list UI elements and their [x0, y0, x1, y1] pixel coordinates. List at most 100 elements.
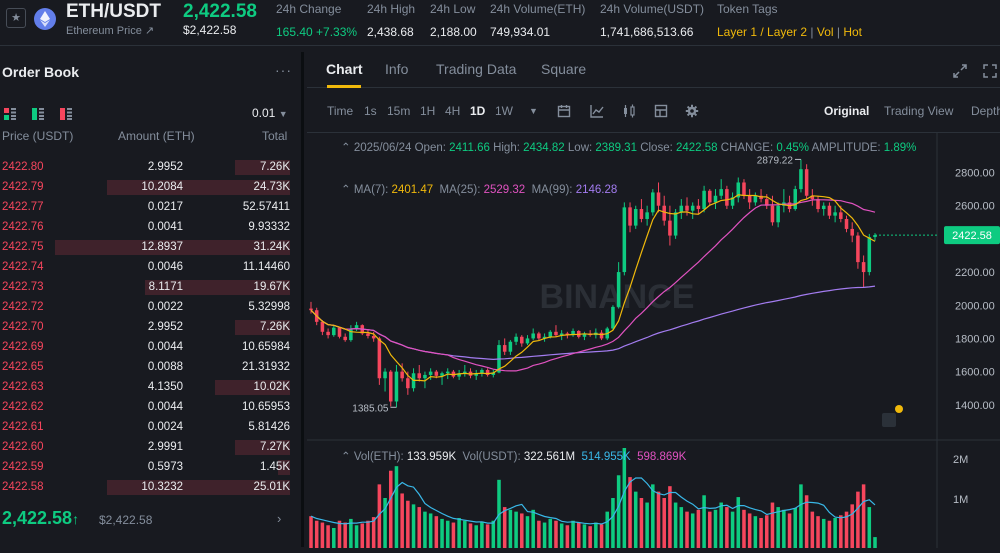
- expand-icon[interactable]: [983, 64, 997, 78]
- volume-ma-line: [310, 477, 876, 525]
- volume-bar: [685, 511, 689, 548]
- pair-symbol[interactable]: ETH/USDT: [66, 1, 161, 22]
- interval-1h[interactable]: 1H: [420, 104, 436, 118]
- ask-row[interactable]: 2422.65 0.0088 21.31932: [0, 357, 294, 377]
- candle-body: [383, 371, 387, 379]
- volume-bar: [576, 522, 581, 548]
- volume-bar: [708, 511, 712, 548]
- tab-info[interactable]: Info: [385, 61, 409, 77]
- stat-value: 749,934.01: [490, 25, 551, 39]
- interval-1s[interactable]: 1s: [364, 104, 377, 118]
- interval-1d[interactable]: 1D: [470, 104, 486, 118]
- both-sides-mode-icon[interactable]: [4, 108, 16, 120]
- view-trading-view[interactable]: Trading View: [884, 104, 954, 118]
- ask-row[interactable]: 2422.79 10.2084 24.73K: [0, 177, 294, 197]
- tag-layer[interactable]: Layer 1 / Layer 2: [717, 25, 808, 39]
- ask-row[interactable]: 2422.70 2.9952 7.26K: [0, 317, 294, 337]
- view-original[interactable]: Original: [824, 104, 870, 118]
- max-price-label: 2879.22: [757, 155, 794, 166]
- pair-fullname-link[interactable]: Ethereum Price ↗: [66, 25, 155, 37]
- layout-icon[interactable]: [654, 104, 668, 118]
- interval-15m[interactable]: 15m: [387, 104, 411, 118]
- ask-row[interactable]: 2422.63 4.1350 10.02K: [0, 377, 294, 397]
- ma99-value: 2146.28: [575, 184, 618, 196]
- ask-row[interactable]: 2422.62 0.0044 10.65953: [0, 397, 294, 417]
- ask-row[interactable]: 2422.60 2.9991 7.27K: [0, 437, 294, 457]
- candle-body: [514, 336, 518, 342]
- chart-panel: Chart Info Trading Data Square Time 1s 1…: [307, 52, 1000, 548]
- last-price-usd: $2,422.58: [183, 23, 237, 37]
- candle-body: [565, 333, 570, 336]
- candle-type-icon[interactable]: [622, 104, 636, 118]
- candle-body: [309, 308, 313, 311]
- ma25-label: MA(25):: [439, 184, 481, 196]
- candle-body: [548, 331, 553, 337]
- candlestick-chart[interactable]: BINANCE1400.001600.001800.002000.002200.…: [307, 133, 1000, 548]
- ask-price: 2422.79: [2, 181, 44, 193]
- ma25-value: 2529.32: [483, 184, 526, 196]
- ohlc-legend: ⌃ 2025/06/24 Open: 2411.66 High: 2434.82…: [341, 140, 931, 156]
- settings-gear-icon[interactable]: [685, 104, 699, 118]
- chevron-down-icon: ▼: [278, 109, 288, 119]
- calendar-icon[interactable]: [557, 104, 571, 118]
- view-depth[interactable]: Depth: [971, 104, 1000, 118]
- interval-1w[interactable]: 1W: [495, 104, 513, 118]
- volume-bar: [833, 518, 837, 548]
- ask-amount: 0.0046: [147, 261, 183, 273]
- tab-square[interactable]: Square: [541, 61, 587, 77]
- volume-bar: [793, 508, 798, 548]
- candle-body: [531, 333, 535, 339]
- candle-body: [856, 235, 860, 263]
- fullscreen-icon[interactable]: [953, 64, 967, 78]
- vol-collapse-chevron-icon[interactable]: ⌃: [341, 451, 354, 463]
- order-book-last-price[interactable]: 2,422.58↑: [2, 508, 79, 529]
- tag-vol[interactable]: Vol: [816, 25, 834, 39]
- volume-bar: [747, 513, 752, 548]
- ask-row[interactable]: 2422.73 8.1171 19.67K: [0, 277, 294, 297]
- more-intervals-chevron-icon[interactable]: ▼: [529, 106, 538, 116]
- candle-body: [719, 189, 723, 196]
- candle-body: [502, 345, 507, 352]
- ask-row[interactable]: 2422.58 10.3232 25.01K: [0, 477, 294, 497]
- interval-4h[interactable]: 4H: [445, 104, 461, 118]
- ohlc-collapse-chevron-icon[interactable]: ⌃: [341, 142, 354, 154]
- asks-only-mode-icon[interactable]: [60, 108, 72, 120]
- ask-row[interactable]: 2422.59 0.5973 1.45K: [0, 457, 294, 477]
- ma-collapse-chevron-icon[interactable]: ⌃: [341, 184, 354, 196]
- ask-amount: 0.0024: [147, 421, 183, 433]
- ask-row[interactable]: 2422.75 12.8937 31.24K: [0, 237, 294, 257]
- chart-area[interactable]: BINANCE1400.001600.001800.002000.002200.…: [307, 132, 1000, 548]
- favorite-star-icon[interactable]: ★: [6, 8, 26, 28]
- ask-price: 2422.72: [2, 301, 44, 313]
- price-tag: [944, 226, 1000, 245]
- volume-bar: [394, 466, 399, 548]
- interval-time[interactable]: Time: [327, 104, 354, 118]
- stat-value: 1,741,686,513.66: [600, 25, 694, 39]
- tab-trading-data[interactable]: Trading Data: [436, 61, 517, 77]
- ask-row[interactable]: 2422.80 2.9952 7.26K: [0, 157, 294, 177]
- precision-select[interactable]: 0.01 ▼: [252, 106, 288, 120]
- tab-chart[interactable]: Chart: [326, 61, 363, 77]
- ask-price: 2422.59: [2, 461, 44, 473]
- ask-row[interactable]: 2422.76 0.0041 9.93332: [0, 217, 294, 237]
- volume-bar: [434, 516, 439, 548]
- ask-row[interactable]: 2422.69 0.0044 10.65984: [0, 337, 294, 357]
- ask-row[interactable]: 2422.74 0.0046 11.14460: [0, 257, 294, 277]
- candle-body: [480, 369, 484, 374]
- chevron-right-icon[interactable]: ›: [277, 511, 282, 526]
- more-options-icon[interactable]: ···: [275, 62, 292, 78]
- ask-price: 2422.74: [2, 261, 44, 273]
- stat-24h-low: 24h Low 2,188.00: [430, 2, 477, 39]
- tag-hot[interactable]: Hot: [843, 25, 863, 39]
- token-tags-list: Layer 1 / Layer 2 | Vol | Hot: [717, 25, 862, 39]
- ohlc-amplitude-label: AMPLITUDE:: [811, 142, 881, 154]
- depth-bar: [235, 160, 290, 175]
- ask-row[interactable]: 2422.72 0.0022 5.32998: [0, 297, 294, 317]
- bids-only-mode-icon[interactable]: [32, 108, 44, 120]
- indicators-icon[interactable]: [590, 104, 604, 118]
- volume-bar: [326, 525, 330, 548]
- ask-row[interactable]: 2422.61 0.0024 5.81426: [0, 417, 294, 437]
- ask-amount: 0.0044: [147, 341, 183, 353]
- ask-row[interactable]: 2422.77 0.0217 52.57411: [0, 197, 294, 217]
- volume-bar: [628, 477, 632, 548]
